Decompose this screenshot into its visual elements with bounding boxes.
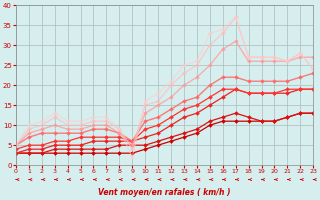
X-axis label: Vent moyen/en rafales ( km/h ): Vent moyen/en rafales ( km/h )	[98, 188, 231, 197]
